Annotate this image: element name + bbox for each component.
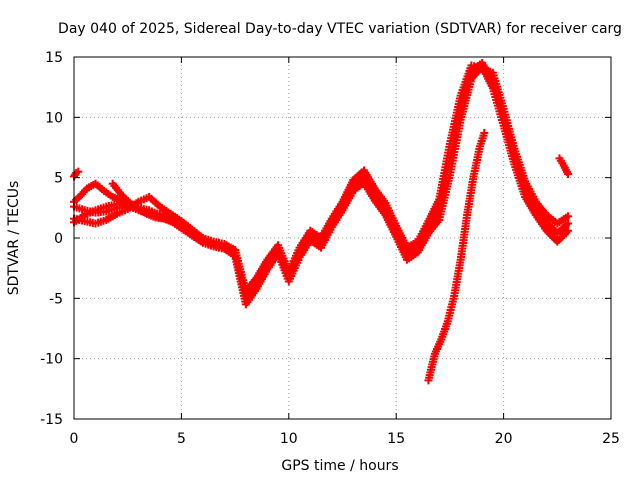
y-tick-label: -15 <box>40 412 63 428</box>
data-point <box>480 129 489 138</box>
x-axis-label: GPS time / hours <box>281 458 398 474</box>
x-tick-label: 25 <box>602 431 620 447</box>
x-tick-label: 5 <box>177 431 186 447</box>
y-tick-label: 15 <box>45 50 63 66</box>
ticks: 0 5 10 15 20 25 -15 -10 -5 0 5 10 15 <box>40 50 620 447</box>
x-tick-label: 15 <box>387 431 405 447</box>
data-point <box>231 246 240 255</box>
x-tick-label: 20 <box>495 431 513 447</box>
x-tick-label: 0 <box>70 431 79 447</box>
y-tick-label: 0 <box>54 231 63 247</box>
data-points <box>70 59 573 385</box>
y-axis-label: SDTVAR / TECUs <box>6 181 22 296</box>
y-tick-label: 5 <box>54 171 63 187</box>
chart-title: Day 040 of 2025, Sidereal Day-to-day VTE… <box>58 21 622 37</box>
y-tick-label: -5 <box>49 291 63 307</box>
data-point <box>564 226 573 235</box>
x-tick-label: 10 <box>280 431 298 447</box>
data-point <box>564 212 573 221</box>
data-point <box>564 170 573 179</box>
grid <box>74 57 611 419</box>
data-point <box>74 167 83 176</box>
y-tick-label: 10 <box>45 110 63 126</box>
y-tick-label: -10 <box>40 352 63 368</box>
data-point <box>564 219 573 228</box>
